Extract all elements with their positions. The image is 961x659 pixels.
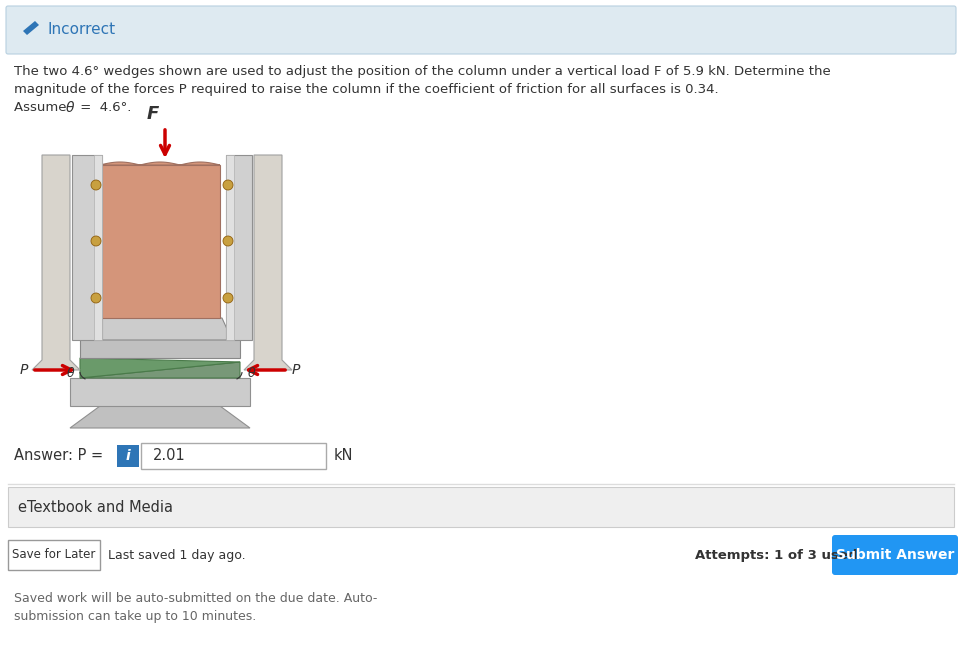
- Polygon shape: [80, 362, 239, 378]
- FancyBboxPatch shape: [117, 445, 138, 467]
- Text: Save for Later: Save for Later: [12, 548, 95, 561]
- Polygon shape: [244, 155, 292, 370]
- Polygon shape: [87, 318, 232, 340]
- Circle shape: [91, 293, 101, 303]
- Text: Saved work will be auto-submitted on the due date. Auto-: Saved work will be auto-submitted on the…: [14, 592, 377, 605]
- Text: Attempts: 1 of 3 used: Attempts: 1 of 3 used: [694, 548, 856, 561]
- Circle shape: [223, 236, 233, 246]
- Text: kN: kN: [333, 449, 353, 463]
- Bar: [226, 155, 234, 340]
- Circle shape: [91, 180, 101, 190]
- Text: Last saved 1 day ago.: Last saved 1 day ago.: [108, 548, 245, 561]
- FancyBboxPatch shape: [6, 6, 955, 54]
- Bar: [80, 338, 239, 358]
- Bar: [8, 487, 953, 527]
- Text: Answer: P =: Answer: P =: [14, 449, 103, 463]
- Text: P: P: [292, 363, 300, 377]
- Bar: [226, 155, 252, 340]
- Text: The two 4.6° wedges shown are used to adjust the position of the column under a : The two 4.6° wedges shown are used to ad…: [14, 65, 830, 78]
- Text: P: P: [19, 363, 28, 377]
- Bar: [8, 540, 100, 570]
- Text: eTextbook and Media: eTextbook and Media: [18, 500, 173, 515]
- Polygon shape: [100, 162, 220, 165]
- Text: F: F: [147, 105, 159, 123]
- Bar: [141, 443, 326, 469]
- Text: i: i: [126, 449, 131, 463]
- Text: θ: θ: [248, 367, 256, 380]
- Text: magnitude of the forces P required to raise the column if the coefficient of fri: magnitude of the forces P required to ra…: [14, 83, 718, 96]
- Text: Assume: Assume: [14, 101, 71, 114]
- Circle shape: [91, 236, 101, 246]
- FancyBboxPatch shape: [831, 535, 957, 575]
- Bar: [94, 155, 102, 340]
- Polygon shape: [32, 155, 80, 370]
- Polygon shape: [70, 406, 250, 428]
- Circle shape: [223, 293, 233, 303]
- Bar: [72, 155, 102, 340]
- Text: =  4.6°.: = 4.6°.: [76, 101, 132, 114]
- Polygon shape: [80, 358, 239, 378]
- Polygon shape: [23, 21, 39, 35]
- Bar: [100, 165, 220, 318]
- Text: submission can take up to 10 minutes.: submission can take up to 10 minutes.: [14, 610, 256, 623]
- Text: Incorrect: Incorrect: [48, 22, 116, 38]
- Circle shape: [223, 180, 233, 190]
- Bar: [70, 378, 250, 406]
- Text: Submit Answer: Submit Answer: [835, 548, 953, 562]
- Text: θ: θ: [66, 367, 74, 380]
- Text: θ: θ: [66, 101, 74, 115]
- Text: 2.01: 2.01: [153, 449, 185, 463]
